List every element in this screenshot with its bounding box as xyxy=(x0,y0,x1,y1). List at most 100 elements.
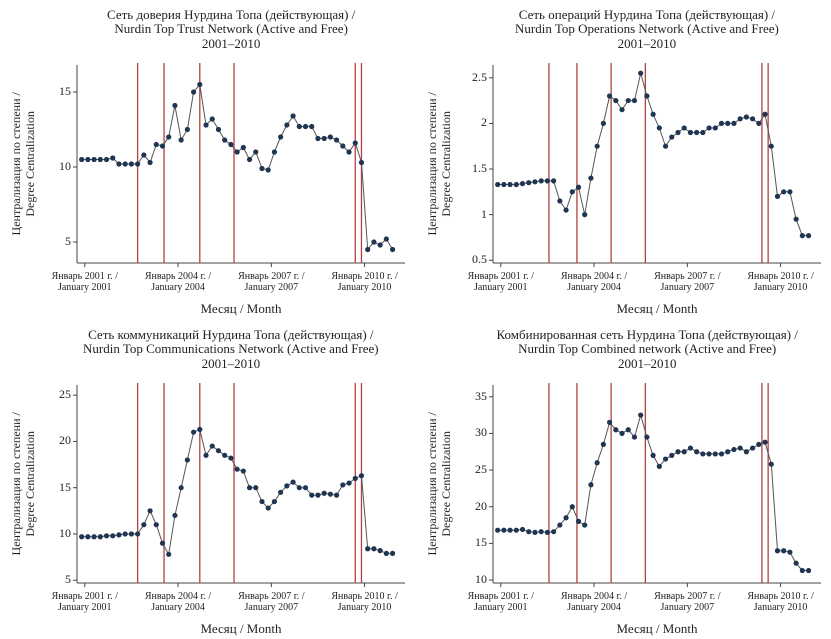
data-point xyxy=(228,455,234,461)
data-point xyxy=(681,449,687,455)
data-point xyxy=(159,540,166,546)
data-point xyxy=(756,441,762,447)
data-point xyxy=(526,529,532,535)
data-point xyxy=(513,181,519,188)
data-point xyxy=(383,236,389,242)
data-point xyxy=(309,492,315,498)
chart-panel: 10 15 20 25 30 35 Январь 2001 г. / January 200… xyxy=(416,320,831,639)
data-point xyxy=(656,463,662,469)
data-point xyxy=(377,548,383,554)
data-point xyxy=(147,508,153,514)
data-point xyxy=(669,134,675,140)
data-point xyxy=(725,120,731,126)
data-point xyxy=(638,412,644,418)
data-point xyxy=(147,159,153,166)
data-point xyxy=(284,483,290,489)
y-tick-label: 20 xyxy=(475,498,487,513)
data-point xyxy=(197,81,203,88)
data-point xyxy=(538,178,544,184)
y-tick-label: 15 xyxy=(59,84,71,98)
x-tick-label: Январь 2007 г. / January 2007 xyxy=(238,270,305,294)
data-point xyxy=(246,485,253,491)
data-point xyxy=(172,102,178,109)
data-point xyxy=(669,452,675,458)
data-point xyxy=(557,198,563,204)
data-point xyxy=(538,529,544,535)
x-tick-label: Январь 2010 г. / January 2010 xyxy=(747,270,814,294)
y-tick-label: 1.5 xyxy=(472,161,487,176)
data-point xyxy=(197,426,203,433)
y-axis-label: Централизация по степени / Degree Centra… xyxy=(425,412,453,556)
data-point xyxy=(79,534,85,540)
data-point xyxy=(358,159,365,166)
data-point xyxy=(762,111,768,117)
data-point xyxy=(203,122,209,128)
data-point xyxy=(253,149,259,155)
data-point xyxy=(662,456,669,462)
data-point xyxy=(352,475,358,482)
x-axis-label: Месяц / Month xyxy=(200,300,282,316)
data-point xyxy=(85,534,91,540)
data-point xyxy=(606,93,613,99)
chart-panel: 5 10 15 20 25 Январь 2001 г. / January 2001 Ян… xyxy=(0,320,415,639)
data-point xyxy=(687,445,694,451)
data-point xyxy=(321,135,327,142)
data-point xyxy=(750,116,756,122)
x-tick-label: Январь 2010 г. / January 2010 xyxy=(331,590,398,614)
data-point xyxy=(799,567,805,574)
data-point xyxy=(116,161,122,167)
y-axis-label: Централизация по степени / Degree Centra… xyxy=(9,92,37,236)
x-tick-label: Январь 2004 г. / January 2004 xyxy=(560,590,628,614)
data-point xyxy=(731,446,737,453)
y-tick-label: 1 xyxy=(481,206,487,221)
data-point xyxy=(178,485,184,491)
data-point xyxy=(184,126,190,133)
data-point xyxy=(799,233,805,239)
data-point xyxy=(278,134,284,140)
x-tick-label: Январь 2001 г. / January 2001 xyxy=(51,270,118,294)
data-point xyxy=(650,452,656,458)
data-point xyxy=(228,141,234,148)
data-point xyxy=(166,551,172,557)
data-point xyxy=(128,161,135,167)
data-point xyxy=(569,504,575,510)
y-tick-label: 20 xyxy=(59,433,71,448)
data-point xyxy=(97,156,103,163)
data-point xyxy=(358,473,365,479)
x-axis-label: Месяц / Month xyxy=(200,620,282,636)
data-point xyxy=(613,427,619,433)
data-point xyxy=(259,165,265,172)
data-point xyxy=(681,125,687,131)
data-point xyxy=(371,546,377,552)
x-tick-label: Январь 2007 г. / January 2007 xyxy=(654,590,721,614)
data-point xyxy=(222,452,228,458)
data-point xyxy=(246,156,253,163)
data-point xyxy=(532,529,538,535)
x-tick-label: Январь 2007 г. / January 2007 xyxy=(238,590,305,614)
data-point xyxy=(234,149,240,155)
data-point xyxy=(377,242,383,248)
data-point xyxy=(215,448,222,454)
data-point xyxy=(79,156,85,163)
data-point xyxy=(507,527,513,533)
y-tick-label: 35 xyxy=(475,388,487,403)
data-point xyxy=(327,134,333,140)
data-point xyxy=(718,451,725,457)
data-point xyxy=(805,233,812,239)
data-point xyxy=(222,137,228,143)
y-tick-label: 10 xyxy=(59,159,71,173)
series-line xyxy=(81,428,393,556)
data-point xyxy=(340,482,346,488)
data-point xyxy=(302,485,309,491)
data-point xyxy=(706,125,712,131)
y-axis-label: Централизация по степени / Degree Centra… xyxy=(425,92,453,236)
data-point xyxy=(625,97,631,104)
data-point xyxy=(296,123,302,130)
data-point xyxy=(731,120,737,126)
x-tick-label: Январь 2004 г. / January 2004 xyxy=(144,270,212,294)
x-tick-label: Январь 2004 г. / January 2004 xyxy=(144,590,212,614)
data-point xyxy=(625,427,631,433)
data-point xyxy=(544,529,551,535)
data-point xyxy=(582,212,588,218)
y-tick-label: 0.5 xyxy=(472,252,487,267)
